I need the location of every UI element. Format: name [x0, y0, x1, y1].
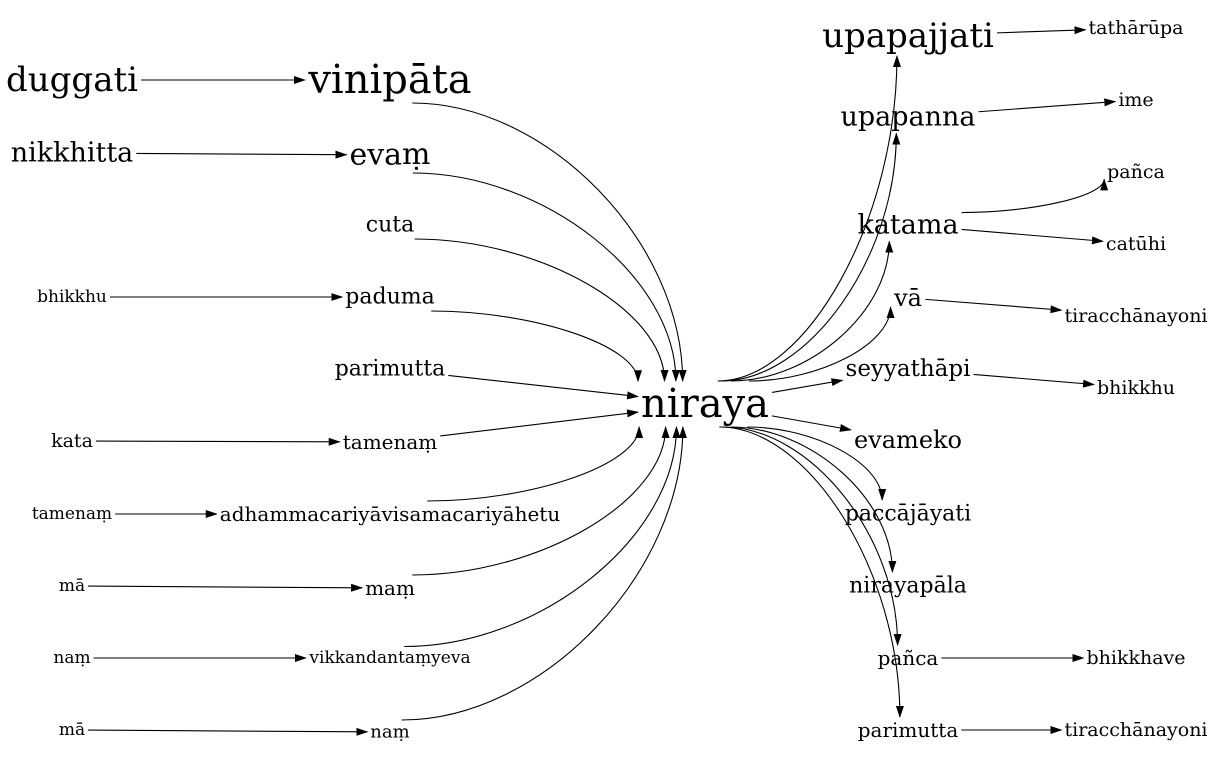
edge-nam-mid-to-niraya — [401, 426, 687, 721]
node-tiracchana-top: tiracchānayoni — [1064, 305, 1207, 327]
node-va: vā — [893, 284, 922, 312]
node-paduma: paduma — [345, 285, 434, 310]
node-seyyathapi: seyyathāpi — [846, 356, 971, 382]
node-nirayapala: nirayapāla — [849, 574, 967, 599]
node-panca-bottom: pañca — [878, 646, 939, 670]
edge-katama-to-panca-top — [961, 178, 1109, 214]
node-kata: kata — [51, 430, 93, 452]
edge-upapajjati-to-tatharupa — [996, 26, 1087, 35]
edge-ma2-to-nam-mid — [88, 727, 369, 736]
edge-tamenam-mid-to-niraya — [440, 409, 640, 437]
node-cuta: cuta — [366, 213, 414, 238]
edge-niraya-to-evameko — [771, 415, 852, 432]
edge-niraya-to-upapanna — [721, 132, 901, 382]
edge-cuta-to-niraya — [414, 238, 669, 382]
node-tamenam-mid: tamenaṃ — [343, 430, 438, 454]
edge-paduma-to-niraya — [431, 310, 642, 383]
node-mam: maṃ — [365, 576, 415, 600]
edge-parimutta-left-to-niraya — [448, 374, 640, 400]
node-bhikkhu-right: bhikkhu — [1097, 377, 1175, 399]
node-adhamma: adhammacariyāvisamacariyāhetu — [220, 502, 561, 526]
edge-adhamma-to-niraya — [427, 426, 644, 502]
node-upapajjati: upapajjati — [822, 16, 994, 56]
edge-vikkandantam-to-niraya — [404, 426, 681, 648]
edge-niraya-to-katama — [731, 240, 894, 382]
node-nam-left: naṃ — [53, 648, 90, 668]
node-bhikkhu-left: bhikkhu — [37, 287, 107, 307]
edge-niraya-to-panca-bottom — [723, 426, 902, 646]
node-ma1: mā — [59, 576, 85, 596]
node-ime: ime — [1118, 89, 1153, 111]
edge-seyyathapi-to-bhikkhu-right — [973, 373, 1096, 388]
node-bhikkhave: bhikkhave — [1086, 647, 1185, 669]
edge-niraya-to-parimutta-right — [719, 426, 904, 718]
node-ma2: mā — [59, 720, 85, 740]
edge-kata-to-tamenam-mid — [95, 437, 341, 446]
edge-niraya-to-paccajayati — [747, 426, 887, 501]
edge-niraya-to-upapajjati — [717, 55, 901, 382]
node-parimutta-right: parimutta — [858, 718, 959, 742]
edge-upapanna-to-ime — [978, 98, 1117, 113]
edge-ma1-to-mam — [88, 583, 364, 592]
node-panca-top: pañca — [1107, 161, 1165, 183]
node-niraya: niraya — [641, 381, 769, 427]
node-tatharupa: tathārūpa — [1089, 17, 1184, 39]
node-katama: katama — [857, 210, 958, 241]
node-paccajayati: paccājāyati — [845, 502, 971, 527]
node-vinipata: vinipāta — [307, 57, 471, 103]
edge-katama-to-catuhi — [961, 228, 1104, 245]
edge-niraya-to-va — [749, 306, 895, 382]
node-upapanna: upapanna — [840, 102, 975, 133]
node-nam-mid: naṃ — [370, 722, 409, 743]
edge-niraya-to-seyyathapi — [771, 378, 844, 393]
edge-mam-to-niraya — [412, 426, 670, 576]
edge-evam-to-niraya — [412, 172, 680, 382]
node-tamenam-left: tamenaṃ — [32, 504, 112, 524]
node-nikkhitta: nikkhitta — [11, 138, 134, 169]
node-duggati: duggati — [6, 60, 138, 100]
node-evam: evaṃ — [349, 138, 430, 173]
edge-vinipata-to-niraya — [412, 102, 687, 382]
node-catuhi: catūhi — [1106, 233, 1166, 255]
edge-nikkhitta-to-evam — [136, 150, 348, 159]
edges-layer — [88, 26, 1117, 736]
node-evameko: evameko — [854, 426, 962, 454]
nodes-layer: duggati vinipāta nikkhitta evaṃ cuta bhikkhu p… — [6, 16, 1208, 743]
node-vikkandantam: vikkandantaṃyeva — [308, 648, 470, 668]
edge-va-to-tiracchana-top — [925, 298, 1063, 314]
node-tiracchana-bottom: tiracchānayoni — [1064, 719, 1207, 741]
node-parimutta-left: parimutta — [335, 357, 446, 382]
edge-niraya-to-nirayapala — [730, 426, 897, 573]
